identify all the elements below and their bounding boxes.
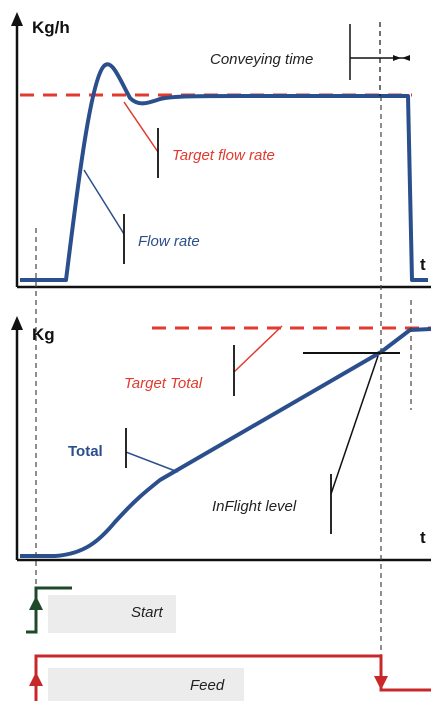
feed-fall-arrow-icon — [374, 676, 388, 690]
start-label: Start — [131, 604, 164, 621]
flow-rate-label: Flow rate — [138, 233, 200, 250]
total-curve — [20, 327, 431, 558]
top-y-axis-arrow-icon — [11, 12, 23, 26]
conveying-time-arrow-back-icon — [402, 55, 410, 61]
feed-signal-trace — [34, 654, 431, 701]
feed-label: Feed — [190, 677, 225, 694]
conveying-time-label: Conveying time — [210, 51, 313, 68]
bottom-y-axis-label: Kg — [32, 325, 55, 344]
flow-rate-chart: Kg/h t Conveying time Target flow rate F… — [11, 12, 431, 289]
inflight-level-leader — [330, 355, 379, 495]
start-arrow-icon — [29, 596, 43, 610]
inflight-level-label: InFlight level — [212, 498, 297, 515]
target-total-leader — [233, 325, 283, 373]
top-x-axis-label: t — [420, 255, 426, 274]
start-label-box — [48, 595, 176, 633]
total-label: Total — [68, 443, 103, 460]
flow-rate-leader — [83, 169, 125, 235]
bottom-x-axis-label: t — [420, 528, 426, 547]
target-total-label: Target Total — [124, 375, 203, 392]
feed-signal: Feed — [29, 654, 431, 701]
feed-rise-arrow-icon — [29, 672, 43, 686]
feed-label-box — [48, 668, 244, 701]
top-y-axis-label: Kg/h — [32, 18, 70, 37]
total-chart: Kg t Target Total Total InFlight level — [11, 316, 431, 562]
target-flow-rate-leader — [123, 101, 159, 153]
total-leader — [125, 451, 179, 473]
flow-rate-curve — [20, 62, 428, 282]
start-signal: Start — [26, 586, 176, 634]
target-flow-rate-label: Target flow rate — [172, 147, 275, 164]
conveying-time-arrow-icon — [393, 55, 401, 61]
bottom-y-axis-arrow-icon — [11, 316, 23, 330]
